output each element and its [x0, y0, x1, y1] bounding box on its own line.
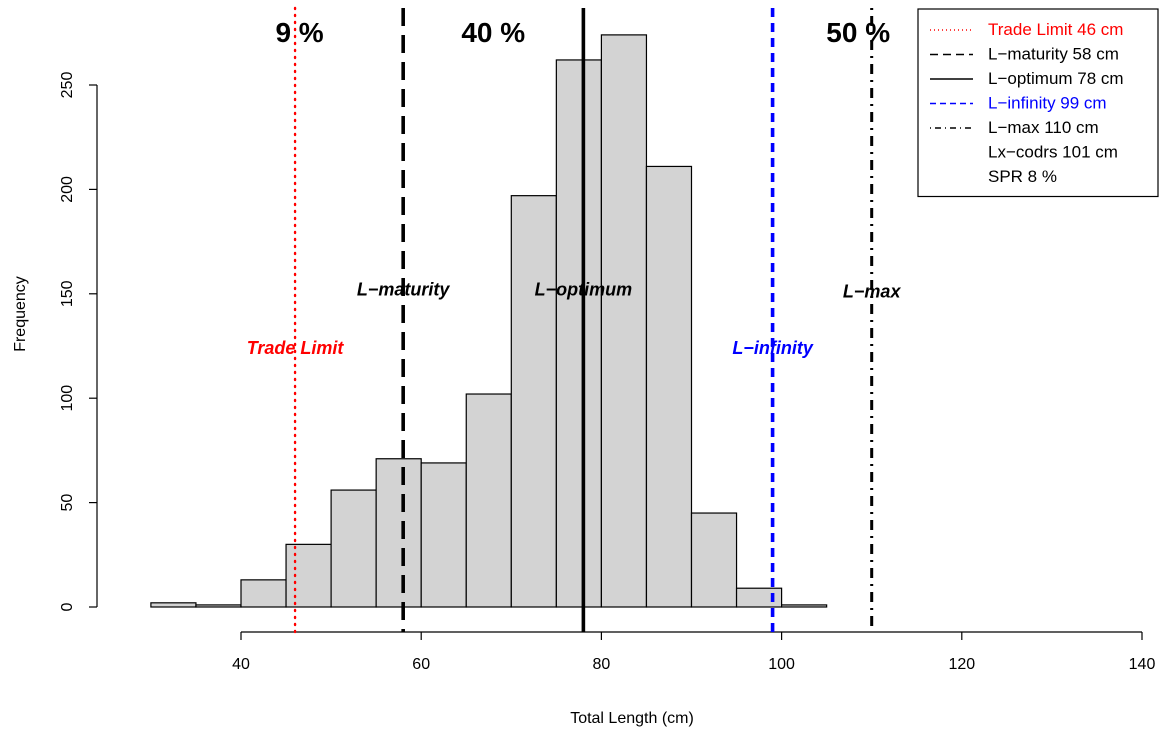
histogram-bar — [285, 543, 332, 608]
histogram-bar — [690, 512, 738, 608]
histogram-bar — [150, 602, 197, 608]
legend-entry: L−max 110 cm — [988, 118, 1099, 137]
histogram-bar — [780, 604, 828, 608]
legend: Trade Limit 46 cm L−maturity 58 cm L−optim… — [917, 8, 1159, 198]
x-tick-label: 40 — [232, 656, 250, 673]
l-infinity-label: L−infinity — [732, 338, 813, 358]
y-tick-label: 50 — [59, 494, 76, 512]
legend-entry: Lx−codrs 101 cm — [988, 143, 1118, 162]
x-axis-title: Total Length (cm) — [570, 710, 694, 727]
y-tick-label: 100 — [59, 385, 76, 412]
x-tick-label: 60 — [412, 656, 430, 673]
percent-label: 50 % — [826, 17, 890, 48]
histogram-bar — [375, 458, 422, 608]
legend-entry: L−infinity 99 cm — [988, 94, 1107, 113]
histogram-bars — [150, 34, 828, 608]
percent-labels: 9 % 40 % 50 % — [275, 17, 890, 48]
histogram-bar — [645, 165, 693, 608]
x-tick-label: 120 — [948, 656, 975, 673]
l-optimum-label: L−optimum — [535, 280, 633, 300]
histogram-bar — [555, 59, 602, 608]
y-tick-label: 150 — [59, 280, 76, 307]
legend-entry: L−optimum 78 cm — [988, 69, 1124, 88]
legend-entry: L−maturity 58 cm — [988, 45, 1119, 64]
reference-lines — [293, 6, 874, 634]
histogram-bar — [735, 587, 783, 608]
reference-line-labels: Trade Limit L−maturity L−optimum L−infinity… — [247, 280, 902, 358]
x-axis: 40 60 80 100 120 140 — [232, 631, 1156, 673]
histogram-bar — [420, 462, 467, 608]
legend-box — [917, 8, 1159, 198]
histogram-bar — [510, 195, 557, 608]
histogram-bar — [195, 604, 242, 608]
histogram-bar — [465, 393, 512, 608]
x-tick-label: 80 — [593, 656, 611, 673]
histogram-bar — [600, 34, 648, 608]
percent-label: 9 % — [275, 17, 323, 48]
legend-entry: SPR 8 % — [988, 167, 1057, 186]
histogram-bar — [330, 489, 377, 608]
percent-label: 40 % — [461, 17, 525, 48]
histogram-bar — [240, 579, 287, 608]
x-tick-label: 100 — [768, 656, 795, 673]
y-tick-label: 0 — [59, 602, 76, 611]
y-axis: 0 50 100 150 200 250 — [59, 72, 98, 611]
legend-entry: Trade Limit 46 cm — [988, 20, 1123, 39]
trade-limit-label: Trade Limit — [247, 338, 345, 358]
l-maturity-label: L−maturity — [357, 280, 451, 300]
x-tick-label: 140 — [1129, 656, 1156, 673]
y-tick-label: 250 — [59, 72, 76, 99]
y-axis-title: Frequency — [12, 276, 29, 352]
y-tick-label: 200 — [59, 176, 76, 203]
l-max-label: L−max — [843, 282, 902, 302]
